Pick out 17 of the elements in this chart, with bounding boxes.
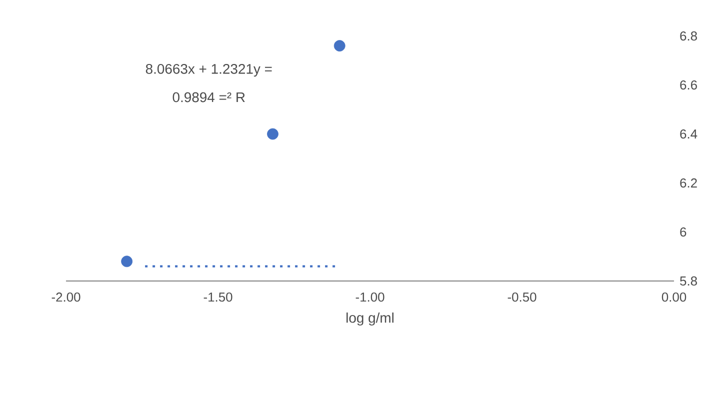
y-tick-label: 6.6 xyxy=(680,80,697,90)
x-axis-title: log g/ml xyxy=(346,312,394,326)
y-tick-label: 5.8 xyxy=(680,276,697,286)
point xyxy=(121,256,132,268)
point xyxy=(267,128,278,140)
y-tick-label: 6.4 xyxy=(680,129,698,139)
annotation: 0.9894 =² R xyxy=(172,92,245,102)
x-tick-label: -0.50 xyxy=(508,292,536,302)
x-tick-label: -1.00 xyxy=(356,292,384,302)
x-tick-label: -1.50 xyxy=(204,292,232,302)
y-tick-label: 6.2 xyxy=(680,178,697,188)
annotation: 8.0663x + 1.2321y = xyxy=(146,64,272,77)
y-tick-label: 6.8 xyxy=(680,31,697,41)
point xyxy=(334,40,346,52)
x-tick-label: -2.00 xyxy=(52,292,80,302)
y-tick-label: 6 xyxy=(680,227,686,237)
x-tick-label: 0.00 xyxy=(662,292,686,302)
